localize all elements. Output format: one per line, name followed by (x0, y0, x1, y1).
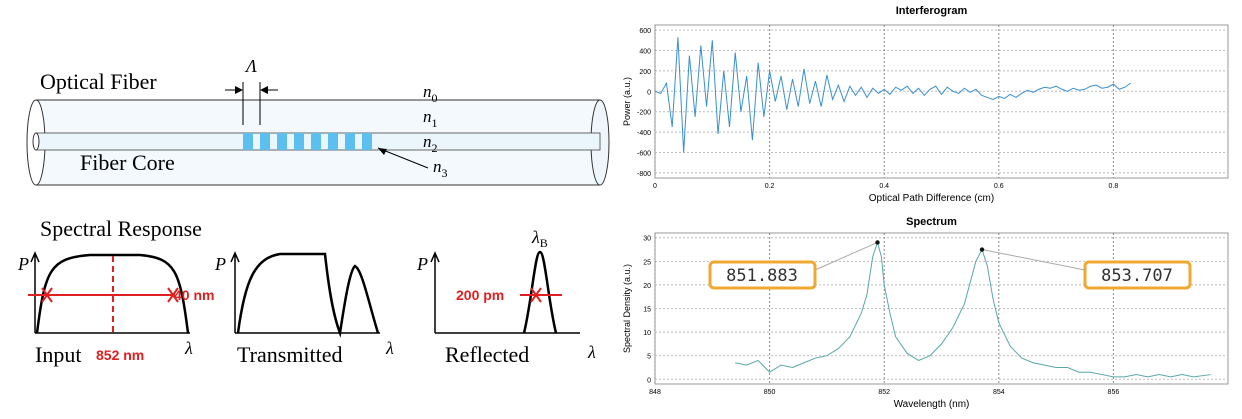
chart-title: Interferogram (896, 5, 968, 17)
y-tick-label: -200 (637, 110, 651, 117)
x-tick-label: 0.6 (994, 183, 1004, 190)
y-tick-label: 15 (643, 307, 651, 314)
x-tick-label: 0.4 (879, 183, 889, 190)
bragg-label: λB (531, 227, 548, 250)
leader (981, 249, 1086, 271)
x-tick-label: 0.8 (1109, 183, 1119, 190)
peak-marker (979, 247, 985, 252)
center-label: 852 nm (96, 347, 144, 363)
x-tick-label: 850 (764, 389, 776, 396)
line (735, 240, 1211, 378)
y-tick-label: 200 (639, 69, 651, 76)
y-tick-label: 600 (639, 28, 651, 35)
spectral-title: Spectral Response (40, 216, 202, 241)
x-tick-label: 0 (653, 183, 657, 190)
x-axis-label: Wavelength (nm) (894, 399, 970, 410)
y-axis-label: Spectral Density (a.u.) (622, 264, 632, 353)
annotation-box (1083, 260, 1192, 290)
leader (814, 241, 878, 271)
y-tick-label: 400 (639, 49, 651, 56)
chart: Spectrum 0 5 10 15 20 25 30 848 850 852 854 856 Wavel… (622, 216, 1229, 410)
y-tick-label: -400 (637, 130, 651, 137)
axis-p: P (416, 254, 428, 274)
annotation-box (708, 260, 817, 290)
grating (243, 133, 372, 150)
chart: Interferogram -800 -600 -400 -200 0 200 400 600 0… (622, 5, 1229, 204)
x-tick-label: 856 (1108, 389, 1120, 396)
y-tick-label: 0 (647, 377, 651, 384)
panel-label: Input (35, 342, 81, 367)
axis-lambda: λ (184, 338, 193, 358)
axis-p: P (214, 254, 226, 274)
spectral-response: Spectral Response P P P λ λ λ Input Tran… (17, 216, 596, 367)
index-label: n1 (423, 107, 438, 130)
width-label: 200 pm (456, 287, 504, 303)
y-tick-label: 0 (647, 89, 651, 96)
annotation: 851.883 (726, 266, 798, 286)
y-tick-label: -600 (637, 151, 651, 158)
core-label: Fiber Core (80, 150, 175, 175)
y-tick-label: 5 (647, 354, 651, 361)
panel-label: Reflected (445, 342, 529, 367)
fiber-label: Optical Fiber (40, 69, 157, 94)
period-label: Λ (244, 56, 257, 76)
axis-lambda: λ (587, 342, 596, 362)
axis-lambda: λ (385, 338, 394, 358)
x-tick-label: 0.2 (765, 183, 775, 190)
index-label: n0 (423, 82, 438, 105)
axis-p: P (17, 254, 29, 274)
x-tick-label: 848 (649, 389, 661, 396)
chart-title: Spectrum (906, 216, 957, 228)
x-axis-label: Optical Path Difference (cm) (869, 193, 994, 204)
y-tick-label: -800 (637, 171, 651, 178)
width-label: 40 nm (174, 287, 214, 303)
fiber-diagram: Optical Fiber Fiber Core Λ n0 n1 n2 n3 (26, 56, 610, 186)
annotation: 853.707 (1101, 266, 1173, 286)
y-tick-label: 10 (643, 330, 651, 337)
x-tick-label: 852 (878, 389, 890, 396)
x-tick-label: 854 (993, 389, 1005, 396)
plot-area (654, 24, 1229, 179)
y-tick-label: 20 (643, 283, 651, 290)
y-axis-label: Power (a.u.) (622, 77, 632, 126)
peak-marker (875, 240, 880, 245)
line (654, 37, 1131, 153)
panel-label: Transmitted (237, 342, 343, 367)
y-tick-label: 25 (643, 259, 651, 266)
index-label: n2 (423, 132, 438, 155)
y-tick-label: 30 (643, 236, 651, 243)
index-label: n3 (433, 157, 448, 180)
